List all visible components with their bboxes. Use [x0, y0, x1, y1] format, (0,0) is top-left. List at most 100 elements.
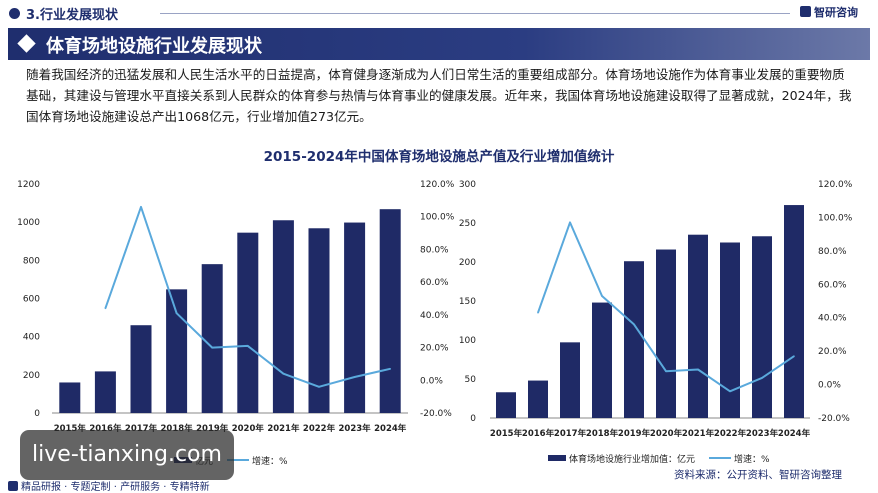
left-bar-9 [379, 209, 401, 413]
left-bar-8 [344, 222, 366, 413]
header-divider [160, 13, 790, 14]
footer-text: 精品研报 · 专题定制 · 产研服务 · 专精特新 [21, 482, 210, 493]
source-note: 资料来源：公开资料、智研咨询整理 [674, 469, 842, 481]
legend-left-line-label: 增速：% [252, 457, 288, 467]
footer-tagline: 精品研报 · 专题定制 · 产研服务 · 专精特新 [8, 478, 210, 493]
right-growth-point-8 [761, 377, 763, 379]
right-xtick-9: 2024年 [778, 428, 811, 439]
left-ytick-right-5: 80.0% [420, 245, 449, 255]
left-growth-point-6 [282, 372, 285, 375]
brand-logo-icon [800, 6, 811, 17]
right-ytick-right-2: 20.0% [818, 347, 847, 357]
section-bullet-icon [9, 8, 20, 19]
left-ytick-right-4: 60.0% [420, 278, 449, 288]
left-growth-point-2 [140, 206, 142, 208]
left-ytick-right-7: 120.0% [420, 180, 455, 190]
right-xtick-5: 2020年 [650, 428, 683, 439]
right-ytick-right-3: 40.0% [818, 314, 847, 324]
brand-name: 智研咨询 [814, 6, 858, 19]
right-ytick-left-1: 50 [465, 375, 477, 385]
legend-bar-swatch [548, 455, 566, 461]
right-xtick-3: 2018年 [586, 428, 619, 439]
right-ytick-left-0: 0 [470, 414, 476, 424]
left-xtick-7: 2022年 [303, 423, 336, 434]
left-bar-5 [237, 232, 259, 413]
right-growth-point-5 [665, 370, 667, 373]
left-bar-1 [94, 371, 116, 413]
left-xtick-3: 2018年 [161, 423, 194, 434]
right-ytick-left-5: 250 [459, 219, 476, 229]
left-xtick-8: 2023年 [339, 423, 372, 434]
right-growth-point-3 [601, 295, 603, 297]
left-bar-4 [201, 264, 223, 413]
right-growth-point-7 [729, 390, 731, 393]
intro-paragraph: 随着我国经济的迅猛发展和人民生活水平的日益提高，体育健身逐渐成为人们日常生活的重… [26, 67, 852, 124]
left-growth-point-5 [247, 345, 249, 347]
page-banner: 体育场地设施行业发展现状 [8, 28, 870, 60]
right-growth-point-1 [537, 311, 539, 314]
legend-line-swatch [709, 457, 732, 459]
left-ytick-left-1: 200 [23, 371, 40, 381]
footer-logo-icon [8, 481, 18, 491]
right-xtick-4: 2019年 [618, 428, 651, 439]
right-growth-point-9 [793, 355, 795, 357]
left-xtick-0: 2015年 [54, 423, 87, 434]
left-growth-point-3 [175, 312, 178, 315]
left-xtick-4: 2019年 [196, 423, 229, 434]
left-ytick-left-0: 0 [34, 409, 40, 419]
legend-line-swatch [227, 459, 250, 461]
left-ytick-right-6: 100.0% [420, 213, 455, 223]
left-xtick-1: 2016年 [89, 423, 122, 434]
left-xtick-5: 2020年 [232, 423, 265, 434]
left-ytick-left-5: 1000 [17, 218, 40, 228]
right-xtick-1: 2016年 [522, 428, 555, 439]
left-xtick-6: 2021年 [267, 423, 300, 434]
right-bar-9 [784, 205, 804, 418]
right-bar-1 [528, 380, 548, 418]
right-bar-5 [656, 249, 676, 418]
left-ytick-right-2: 20.0% [420, 344, 449, 354]
right-ytick-left-6: 300 [459, 180, 476, 190]
right-xtick-7: 2022年 [714, 428, 747, 439]
chart-title: 2015-2024年中国体育场地设施总产值及行业增加值统计 [263, 149, 615, 165]
right-xtick-2: 2017年 [554, 428, 587, 439]
watermark: live-tianxing.com [20, 430, 234, 480]
left-ytick-right-3: 40.0% [420, 311, 449, 321]
right-ytick-left-3: 150 [459, 297, 476, 307]
right-ytick-right-0: -20.0% [818, 414, 850, 424]
right-ytick-right-4: 60.0% [818, 280, 847, 290]
right-bar-8 [752, 236, 772, 418]
page-title: 体育场地设施行业发展现状 [46, 36, 262, 57]
left-ytick-left-6: 1200 [17, 180, 40, 190]
left-growth-point-9 [389, 368, 392, 370]
left-ytick-right-0: -20.0% [420, 409, 452, 419]
right-bar-7 [720, 242, 740, 418]
right-ytick-left-2: 100 [459, 336, 476, 346]
right-growth-point-2 [569, 221, 571, 224]
right-bar-3 [592, 302, 612, 418]
right-growth-point-6 [697, 368, 699, 371]
left-bar-3 [166, 289, 188, 413]
left-growth-point-4 [211, 346, 213, 349]
right-xtick-6: 2021年 [682, 428, 715, 439]
left-growth-point-1 [104, 307, 107, 310]
right-ytick-right-1: 0.0% [818, 381, 841, 391]
left-ytick-left-3: 600 [23, 295, 40, 305]
right-growth-point-4 [633, 323, 635, 326]
left-xtick-2: 2017年 [125, 423, 158, 434]
right-bar-2 [560, 342, 580, 418]
right-xtick-0: 2015年 [490, 428, 523, 439]
right-ytick-right-5: 80.0% [818, 247, 847, 257]
right-ytick-right-6: 100.0% [818, 213, 853, 223]
left-bar-0 [59, 382, 81, 413]
left-bar-7 [308, 228, 330, 413]
legend-right-line-label: 增速：% [734, 455, 770, 465]
left-ytick-right-1: 0.0% [420, 376, 443, 386]
right-xtick-8: 2023年 [746, 428, 779, 439]
top-bar: 3.行业发展现状 智研咨询 [0, 0, 878, 26]
right-bar-4 [624, 261, 644, 418]
left-ytick-left-2: 400 [23, 333, 40, 343]
left-bar-2 [130, 325, 152, 413]
left-ytick-left-4: 800 [23, 256, 40, 266]
